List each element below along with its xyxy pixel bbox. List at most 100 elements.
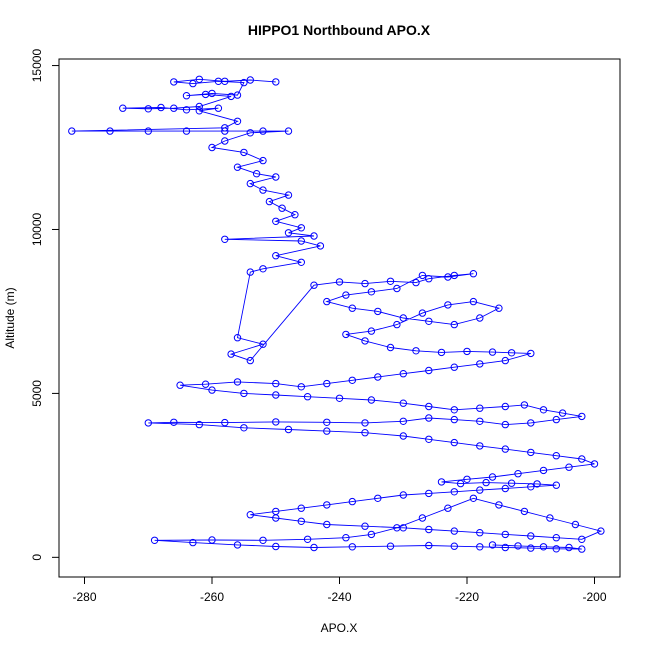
data-point <box>558 409 567 417</box>
data-point <box>507 479 516 487</box>
data-point <box>514 542 522 550</box>
data-point <box>208 143 216 152</box>
data-point <box>386 277 395 285</box>
data-point <box>272 514 280 522</box>
data-point <box>246 356 255 365</box>
data-point <box>399 399 407 407</box>
data-point <box>106 127 114 135</box>
data-point <box>399 417 407 425</box>
data-point <box>323 379 331 388</box>
data-point <box>348 497 356 506</box>
data-point <box>221 235 229 244</box>
data-point <box>259 186 267 194</box>
data-point <box>119 104 127 112</box>
data-point <box>482 478 490 487</box>
x-tick-label: -240 <box>327 590 351 604</box>
data-point <box>501 356 509 365</box>
y-tick-label: 15000 <box>30 49 44 83</box>
data-point <box>418 309 427 317</box>
data-point <box>233 378 242 386</box>
data-point <box>552 481 560 489</box>
y-tick-label: 5000 <box>30 380 44 407</box>
data-point <box>246 179 255 188</box>
data-point <box>297 224 305 232</box>
data-point <box>297 504 305 512</box>
data-point <box>450 363 458 371</box>
data-point <box>552 415 560 424</box>
data-point <box>501 402 509 411</box>
data-point <box>476 486 484 494</box>
data-point <box>227 92 235 101</box>
data-point <box>272 379 280 388</box>
data-point <box>240 424 248 432</box>
data-point <box>450 415 458 424</box>
data-point <box>284 191 293 199</box>
data-point <box>367 288 376 296</box>
data-point <box>450 438 458 447</box>
data-point <box>425 489 433 498</box>
data-point <box>488 473 497 481</box>
x-tick-label: -280 <box>72 590 96 604</box>
data-point <box>348 376 356 384</box>
data-point <box>144 419 153 427</box>
y-axis-label: Altitude (m) <box>3 287 17 348</box>
data-point <box>348 304 356 312</box>
data-point <box>221 127 229 135</box>
data-point <box>539 543 548 551</box>
data-point <box>272 542 280 551</box>
data-point <box>246 268 255 276</box>
data-point <box>233 334 242 342</box>
data-point <box>374 373 382 381</box>
data-point <box>272 252 280 260</box>
data-point <box>195 75 204 84</box>
series-line <box>71 78 603 550</box>
data-point <box>501 420 509 429</box>
data-point <box>246 129 255 137</box>
data-point <box>578 455 586 463</box>
data-point <box>552 534 560 542</box>
data-point <box>527 483 535 491</box>
x-tick-label: -200 <box>582 590 606 604</box>
data-point <box>297 258 305 266</box>
data-point <box>527 544 535 552</box>
data-point <box>393 320 401 329</box>
data-point <box>520 507 529 516</box>
data-point <box>590 460 599 468</box>
data-point <box>476 442 484 450</box>
data-point <box>221 418 229 427</box>
data-point <box>527 349 535 358</box>
data-point <box>361 279 369 288</box>
data-point <box>514 470 522 478</box>
data-point <box>233 541 242 549</box>
data-point <box>323 501 331 509</box>
data-point <box>189 79 197 88</box>
data-point <box>342 330 350 339</box>
data-point <box>342 534 350 542</box>
data-point <box>578 545 586 553</box>
data-point <box>456 479 465 488</box>
data-point <box>386 343 395 352</box>
data-point <box>425 275 433 283</box>
data-point <box>527 448 535 457</box>
data-point <box>450 320 458 329</box>
data-point <box>170 78 178 86</box>
data-point <box>476 404 484 412</box>
data-point <box>450 527 458 535</box>
data-point <box>488 348 497 356</box>
data-point <box>495 304 503 312</box>
data-point <box>297 237 305 245</box>
data-point <box>393 284 401 293</box>
data-point <box>501 543 509 552</box>
data-point <box>501 484 509 493</box>
data-point <box>527 532 535 540</box>
data-point <box>463 347 471 356</box>
data-point <box>323 427 331 435</box>
data-point <box>476 314 484 322</box>
data-point <box>469 494 478 502</box>
data-point <box>176 381 184 389</box>
data-point <box>507 349 516 357</box>
y-tick-label: 0 <box>30 554 44 561</box>
x-tick-label: -220 <box>455 590 479 604</box>
data-point <box>565 463 573 471</box>
x-tick-label: -260 <box>200 590 224 604</box>
